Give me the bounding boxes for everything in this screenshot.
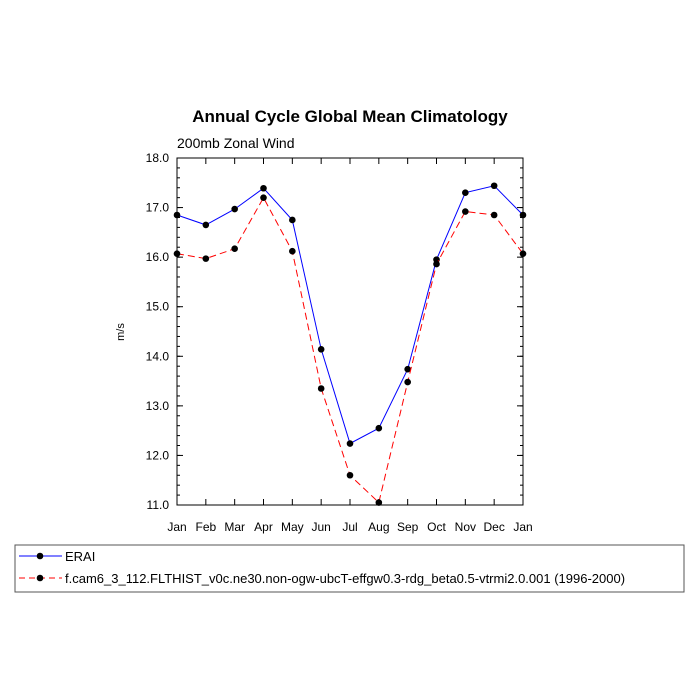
y-tick-label: 12.0: [146, 448, 170, 462]
x-tick-label: May: [281, 520, 304, 534]
axis-ticks: 11.0 12.0 13.0 14.0 15.0 16.0 17.0 18.0 Jan Feb Ma…: [146, 151, 533, 534]
x-tick-label: Jul: [342, 520, 357, 534]
series-1-point-oct: [433, 260, 440, 268]
y-tick-label: 16.0: [146, 250, 170, 264]
y-axis-label: m/s: [115, 323, 127, 341]
y-tick-label: 15.0: [146, 300, 170, 314]
y-tick-label: 14.0: [146, 349, 170, 363]
series-0-point-apr: [260, 184, 267, 192]
series-1-point-may: [289, 247, 296, 255]
x-tick-label: Jan: [513, 520, 532, 534]
series-0-point-may: [289, 216, 296, 224]
y-tick-label: 17.0: [146, 201, 170, 215]
series-1-point-feb: [202, 255, 210, 262]
legend-item-model: f.cam6_3_112.FLTHIST_v0c.ne30.non-ogw-ub…: [19, 571, 625, 586]
x-tick-label: Oct: [427, 520, 446, 534]
legend-erai-label: ERAI: [65, 549, 95, 564]
series-0-point-nov: [462, 189, 469, 196]
x-tick-label: Apr: [254, 520, 273, 534]
y-tick-label: 13.0: [146, 399, 170, 413]
x-tick-label: Sep: [397, 520, 419, 534]
series-0-point-jun: [317, 346, 325, 353]
series-0-point-feb: [202, 221, 210, 229]
legend-model-label: f.cam6_3_112.FLTHIST_v0c.ne30.non-ogw-ub…: [65, 571, 625, 586]
series-1-point-sep: [404, 378, 411, 386]
series-0-point-dec: [490, 182, 498, 190]
x-tick-label: Jun: [311, 520, 330, 534]
series-1-point-nov: [462, 208, 469, 215]
series-1-point-jun: [317, 385, 325, 392]
plot-frame: [176, 157, 524, 506]
series-1-point-dec: [490, 211, 498, 219]
series-1-point-aug: [375, 499, 383, 506]
y-tick-label: 11.0: [147, 498, 170, 512]
legend: ERAI f.cam6_3_112.FLTHIST_v0c.ne30.non-o…: [14, 544, 685, 593]
series-layer: [173, 182, 527, 506]
legend-box: [14, 544, 685, 593]
series-0-point-aug: [375, 424, 383, 432]
series-0-point-mar: [231, 205, 238, 213]
series-0-point-sep: [404, 365, 411, 373]
x-tick-label: Dec: [483, 520, 504, 534]
x-tick-label: Jan: [167, 520, 186, 534]
chart-title: Annual Cycle Global Mean Climatology: [192, 107, 508, 126]
legend-model-marker: [36, 574, 44, 582]
chart-subtitle: 200mb Zonal Wind: [177, 135, 295, 151]
x-tick-label: Nov: [455, 520, 476, 534]
x-tick-label: Feb: [195, 520, 216, 534]
legend-item-erai: ERAI: [19, 549, 95, 564]
series-1-point-apr: [260, 194, 267, 201]
x-tick-label: Aug: [368, 520, 389, 534]
series-0-point-jul: [346, 440, 354, 447]
y-tick-label: 18.0: [146, 151, 170, 165]
x-tick-label: Mar: [224, 520, 245, 534]
legend-erai-marker: [36, 552, 44, 560]
series-1-point-jul: [346, 471, 354, 479]
series-1-point-mar: [231, 245, 238, 253]
